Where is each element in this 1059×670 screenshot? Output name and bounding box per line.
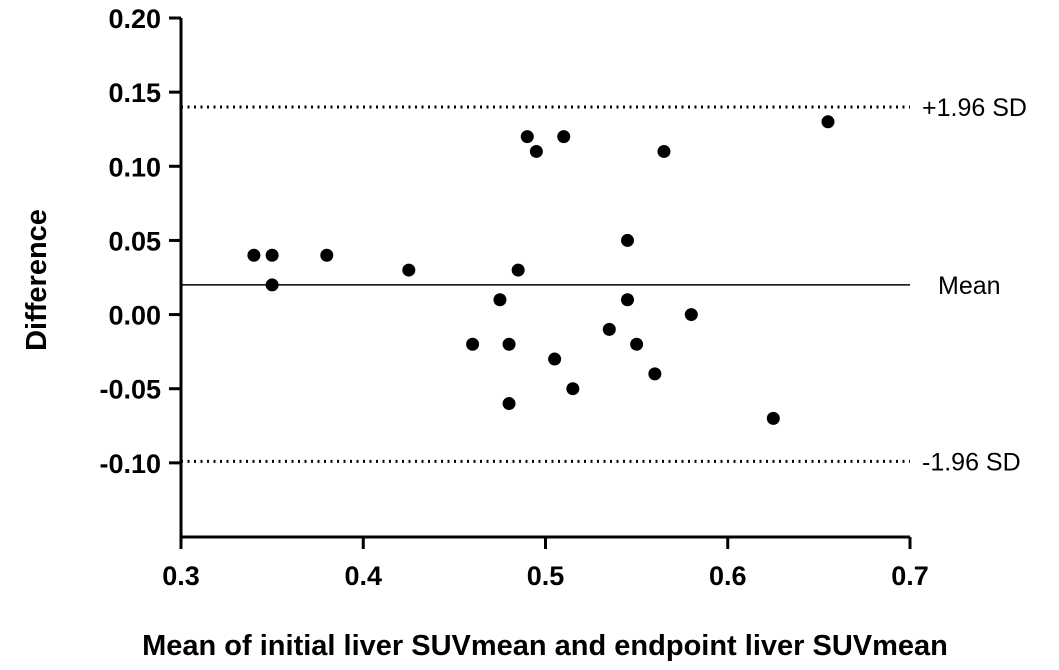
data-point: [766, 411, 780, 425]
data-point: [265, 248, 279, 262]
axes: [179, 18, 910, 539]
data-points: [247, 115, 835, 425]
y-tick-label: 0.10: [108, 152, 161, 182]
data-point: [548, 352, 562, 366]
upper-loa-label: +1.96 SD: [922, 94, 1027, 122]
y-tick-label: 0.00: [108, 301, 161, 331]
data-point: [502, 397, 516, 411]
lower-loa-label: -1.96 SD: [922, 448, 1021, 476]
data-point: [621, 293, 635, 307]
y-ticks: 0.20 0.15 0.10 0.05 0.00 -0.05 -0.10: [99, 4, 181, 479]
data-point: [648, 367, 662, 381]
mean-label: Mean: [938, 272, 1001, 300]
data-point: [320, 248, 334, 262]
x-ticks: 0.3 0.4 0.5 0.6 0.7: [162, 537, 929, 591]
data-point: [265, 278, 279, 292]
data-point: [247, 248, 261, 262]
x-tick-label: 0.6: [709, 561, 747, 591]
data-point: [821, 115, 835, 129]
reference-lines: +1.96 SD Mean -1.96 SD: [181, 94, 1027, 476]
data-point: [502, 337, 516, 351]
data-point: [684, 308, 698, 322]
data-point: [511, 263, 525, 277]
data-point: [493, 293, 507, 307]
y-tick-label: 0.15: [108, 78, 161, 108]
data-point: [402, 263, 416, 277]
y-tick-label: -0.10: [99, 449, 161, 479]
data-point: [557, 130, 571, 144]
data-point: [630, 337, 644, 351]
y-axis-title: Difference: [21, 209, 53, 351]
data-point: [520, 130, 534, 144]
y-tick-label: 0.05: [108, 226, 161, 256]
x-tick-label: 0.3: [162, 561, 200, 591]
x-tick-label: 0.7: [891, 561, 929, 591]
y-tick-label: -0.05: [99, 375, 161, 405]
data-point: [529, 144, 543, 158]
data-point: [621, 233, 635, 247]
data-point: [566, 382, 580, 396]
x-axis-title: Mean of initial liver SUVmean and endpoi…: [142, 630, 948, 662]
x-tick-label: 0.5: [527, 561, 565, 591]
x-tick-label: 0.4: [344, 561, 382, 591]
data-point: [602, 322, 616, 336]
data-point: [657, 144, 671, 158]
y-tick-label: 0.20: [108, 4, 161, 34]
data-point: [466, 337, 480, 351]
